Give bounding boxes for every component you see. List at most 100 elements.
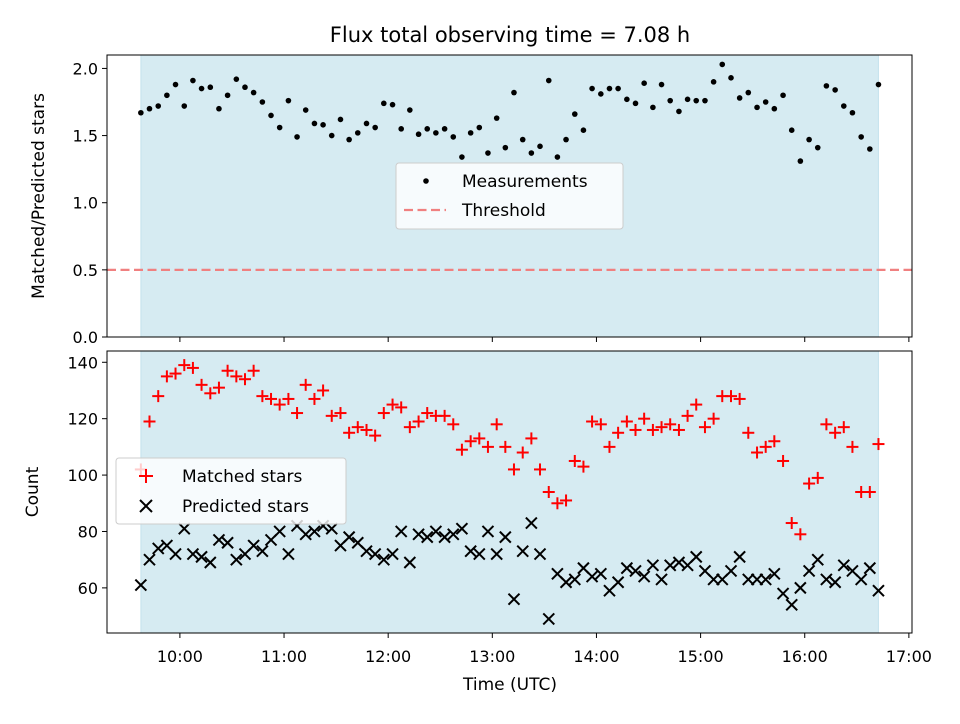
predicted-star-point [464, 545, 477, 558]
measurement-point [354, 130, 361, 136]
matched-star-point [490, 418, 503, 431]
measurement-point [207, 84, 214, 91]
matched-star-point [499, 440, 512, 453]
predicted-star-point [230, 553, 243, 566]
legend-threshold-label: Threshold [461, 201, 546, 221]
measurement-point [181, 103, 188, 109]
predicted-star-point [473, 547, 486, 561]
matched-star-point [629, 423, 642, 436]
top-y-axis-label: Matched/Predicted stars [29, 93, 49, 299]
matched-star-point [160, 370, 173, 383]
predicted-star-point [802, 564, 816, 578]
x-tick-label: 15:00 [678, 647, 724, 666]
matched-star-point [152, 390, 165, 403]
matched-star-point [230, 370, 243, 383]
predicted-star-point [342, 530, 356, 544]
matched-star-point [282, 392, 295, 405]
matched-star-point [507, 463, 520, 476]
predicted-star-point [247, 539, 260, 552]
measurement-point [155, 103, 162, 109]
measurement-point [398, 126, 404, 132]
predicted-star-point [785, 598, 798, 612]
bottom-axes-frame [106, 350, 913, 634]
matched-star-point [742, 426, 755, 439]
matched-star-point [785, 517, 798, 530]
measurement-point [476, 124, 483, 131]
measurement-point [485, 150, 491, 156]
predicted-star-point [499, 530, 512, 544]
measurement-point [615, 85, 621, 92]
bottom-y-axis-label: Count [23, 466, 43, 517]
predicted-star-point [490, 547, 503, 561]
predicted-star-point [828, 576, 842, 589]
measurement-point [719, 61, 726, 68]
predicted-star-point [368, 547, 382, 561]
measurement-point [519, 136, 526, 143]
matched-star-point [811, 471, 824, 484]
matched-star-point [803, 477, 816, 490]
matched-star-point [681, 409, 694, 422]
measurement-point [684, 96, 691, 103]
predicted-star-point [221, 536, 234, 549]
measurement-point [164, 92, 170, 99]
x-tick-label: 10:00 [157, 647, 203, 666]
bottom-y-tick-label: 140 [67, 353, 98, 372]
predicted-star-point [178, 522, 191, 535]
predicted-star-point [186, 547, 200, 561]
matched-star-point [846, 440, 859, 453]
measurement-point [302, 107, 309, 113]
measurement-point [858, 134, 864, 140]
predicted-star-point [377, 553, 391, 566]
matched-star-point [751, 446, 764, 459]
predicted-star-point [655, 573, 668, 586]
measurement-point [624, 96, 630, 103]
measurement-point [250, 89, 257, 96]
measurement-point [337, 116, 344, 123]
measurement-point [571, 111, 578, 117]
measurement-point [433, 130, 439, 136]
x-tick-label: 11:00 [261, 647, 307, 666]
predicted-star-point [143, 553, 156, 566]
measurement-point [363, 120, 370, 127]
top-y-tick-label: 1.0 [73, 194, 98, 213]
predicted-star-point [837, 559, 850, 572]
matched-star-point [707, 412, 720, 425]
legend-predicted-marker [139, 499, 153, 513]
top-y-tick-label: 0.0 [73, 328, 98, 347]
predicted-star-point [768, 567, 781, 580]
legend-predicted-label: Predicted stars [182, 497, 309, 517]
predicted-star-point [629, 564, 642, 578]
x-tick-label: 17:00 [886, 647, 932, 666]
predicted-star-point [195, 550, 208, 564]
predicted-star-point [447, 528, 460, 541]
measurement-point [268, 112, 274, 119]
predicted-star-point [403, 556, 417, 569]
matched-star-point [455, 443, 468, 456]
predicted-star-point [568, 573, 582, 586]
predicted-star-point [863, 561, 877, 575]
measurement-point [797, 158, 804, 164]
predicted-star-point [394, 525, 408, 538]
measurement-point [450, 134, 457, 140]
measurement-point [233, 76, 240, 82]
predicted-star-point [542, 612, 555, 626]
matched-star-point [534, 463, 547, 476]
matched-star-point [481, 440, 494, 453]
predicted-star-point [811, 553, 824, 566]
predicted-star-point [794, 581, 807, 595]
measurement-point [736, 95, 743, 101]
x-tick-label: 16:00 [782, 647, 828, 666]
matched-star-point [794, 528, 807, 541]
matched-star-point [238, 373, 251, 386]
predicted-star-point [429, 525, 443, 538]
matched-star-point [638, 412, 651, 425]
predicted-star-point [169, 547, 182, 561]
measurement-point [294, 134, 300, 140]
x-tick-label: 12:00 [365, 647, 411, 666]
measurement-point [754, 104, 760, 111]
matched-star-point [221, 364, 234, 377]
predicted-star-point [273, 525, 286, 538]
matched-star-point [343, 426, 356, 439]
measurement-point [823, 83, 830, 89]
